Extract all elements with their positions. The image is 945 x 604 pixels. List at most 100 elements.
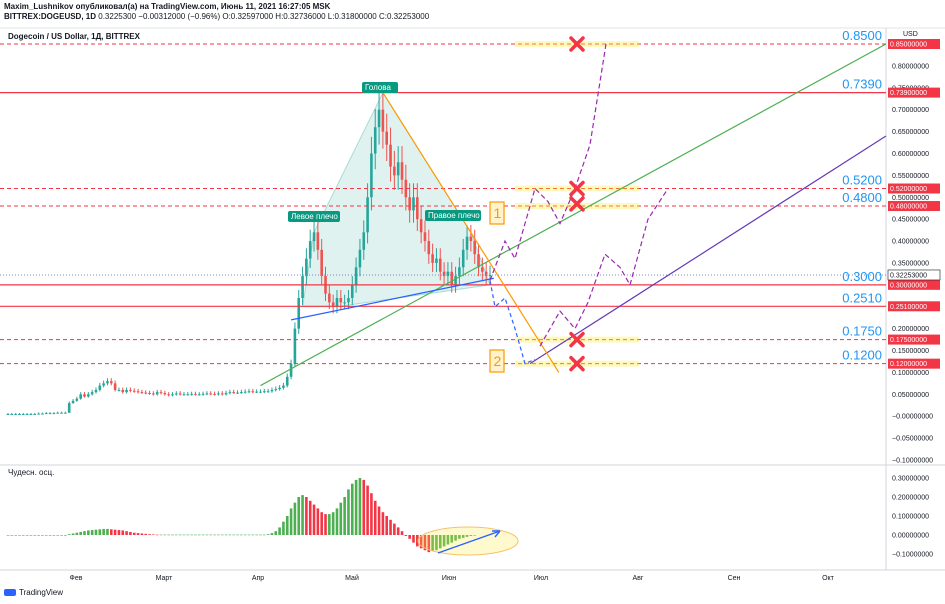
- candle-body: [358, 249, 362, 268]
- osc-bar: [136, 533, 140, 535]
- osc-bar: [312, 504, 316, 535]
- candle-body: [259, 391, 262, 393]
- osc-bar: [416, 535, 419, 547]
- candle-body: [240, 392, 243, 394]
- osc-bar: [33, 535, 37, 536]
- candle-body: [454, 276, 457, 285]
- candle-body: [408, 197, 411, 211]
- candle-body: [197, 394, 201, 396]
- level-label: 0.7390: [842, 77, 882, 92]
- candle-body: [41, 413, 44, 415]
- osc-bar: [385, 516, 389, 535]
- osc-bar: [347, 489, 350, 535]
- candle-body: [465, 236, 469, 250]
- osc-bar: [465, 535, 469, 537]
- osc-bar: [175, 534, 178, 536]
- osc-bar: [98, 529, 102, 535]
- candle-body: [343, 302, 346, 304]
- osc-bar: [354, 479, 358, 535]
- candle-body: [186, 394, 190, 396]
- price-tick-label: 0.35000000: [892, 260, 929, 267]
- candle-body: [25, 414, 29, 416]
- osc-bar: [106, 528, 109, 535]
- candle-body: [117, 389, 121, 391]
- candle-body: [102, 383, 105, 386]
- candle-body: [56, 412, 60, 414]
- candle-body: [37, 413, 40, 415]
- oscillator-title[interactable]: Чудесн. осц.: [8, 468, 55, 477]
- tradingview-logo-icon: [4, 589, 16, 597]
- candle-body: [354, 267, 358, 285]
- osc-bar: [263, 534, 266, 536]
- osc-bar: [48, 535, 52, 536]
- candle-body: [190, 393, 193, 395]
- level-label: 0.4800: [842, 190, 882, 205]
- candle-body: [18, 414, 21, 416]
- osc-bar: [213, 534, 216, 536]
- price-tick-label: −0.10000000: [892, 458, 933, 465]
- osc-bar: [217, 534, 220, 536]
- currency-label: USD: [903, 31, 918, 38]
- price-tick-label: 0.10000000: [892, 370, 929, 377]
- osc-bar: [285, 516, 289, 535]
- osc-bar: [366, 485, 369, 535]
- month-label: Июл: [534, 575, 548, 582]
- price-tick-label: 0.15000000: [892, 348, 929, 355]
- osc-bar: [117, 530, 121, 535]
- osc-bar: [370, 493, 373, 535]
- candle-body: [163, 393, 167, 395]
- osc-bar: [442, 535, 446, 547]
- candle-body: [305, 258, 308, 277]
- candle-body: [52, 413, 56, 415]
- candle-body: [389, 144, 392, 167]
- osc-bar: [240, 534, 243, 536]
- month-label: Март: [156, 575, 174, 582]
- osc-bar: [197, 534, 201, 536]
- osc-bar: [259, 534, 262, 536]
- price-tick-label: 0.60000000: [892, 151, 929, 158]
- price-tick-label: 0.05000000: [892, 392, 929, 399]
- level-price-box: [888, 183, 940, 194]
- osc-tick-label: 0.20000000: [892, 495, 929, 502]
- candle-body: [396, 162, 400, 176]
- cross-mark-icon: [569, 196, 585, 212]
- candle-body: [263, 391, 266, 393]
- price-tick-label: 0.20000000: [892, 326, 929, 333]
- scenario-path-down: [489, 280, 536, 365]
- osc-bar: [71, 533, 75, 535]
- osc-bar: [178, 534, 182, 536]
- candle-body: [220, 393, 224, 395]
- osc-bar: [446, 535, 450, 545]
- candle-body: [328, 293, 331, 303]
- osc-bar: [316, 508, 320, 535]
- symbol-title[interactable]: Dogecoin / US Dollar, 1Д, BITTREX: [8, 32, 140, 41]
- candle-body: [450, 271, 454, 285]
- tradingview-brand[interactable]: TradingView: [4, 588, 63, 597]
- candle-body: [224, 393, 228, 395]
- osc-bar: [473, 535, 476, 536]
- candle-body: [129, 389, 132, 391]
- osc-bar: [320, 512, 323, 535]
- candle-body: [155, 392, 159, 395]
- scenario-path-up: [489, 43, 607, 281]
- level-price-box: [888, 301, 940, 312]
- level-price-box: [888, 87, 940, 98]
- osc-bar: [236, 534, 239, 536]
- candle-body: [159, 392, 163, 394]
- candle-body: [79, 394, 82, 399]
- osc-bar: [209, 534, 213, 536]
- candle-body: [488, 274, 492, 277]
- candle-body: [205, 393, 209, 395]
- month-label: Сен: [728, 575, 741, 582]
- candle-body: [22, 414, 25, 416]
- osc-highlight: [417, 526, 519, 556]
- osc-bar: [282, 521, 285, 535]
- level-price-box: [888, 39, 940, 49]
- osc-arrow: [437, 530, 501, 554]
- osc-bar: [90, 530, 94, 535]
- level-price-box-label: 0.30000000: [890, 282, 927, 289]
- month-label: Авг: [633, 575, 644, 582]
- candle-body: [243, 391, 247, 393]
- osc-bar: [232, 534, 235, 536]
